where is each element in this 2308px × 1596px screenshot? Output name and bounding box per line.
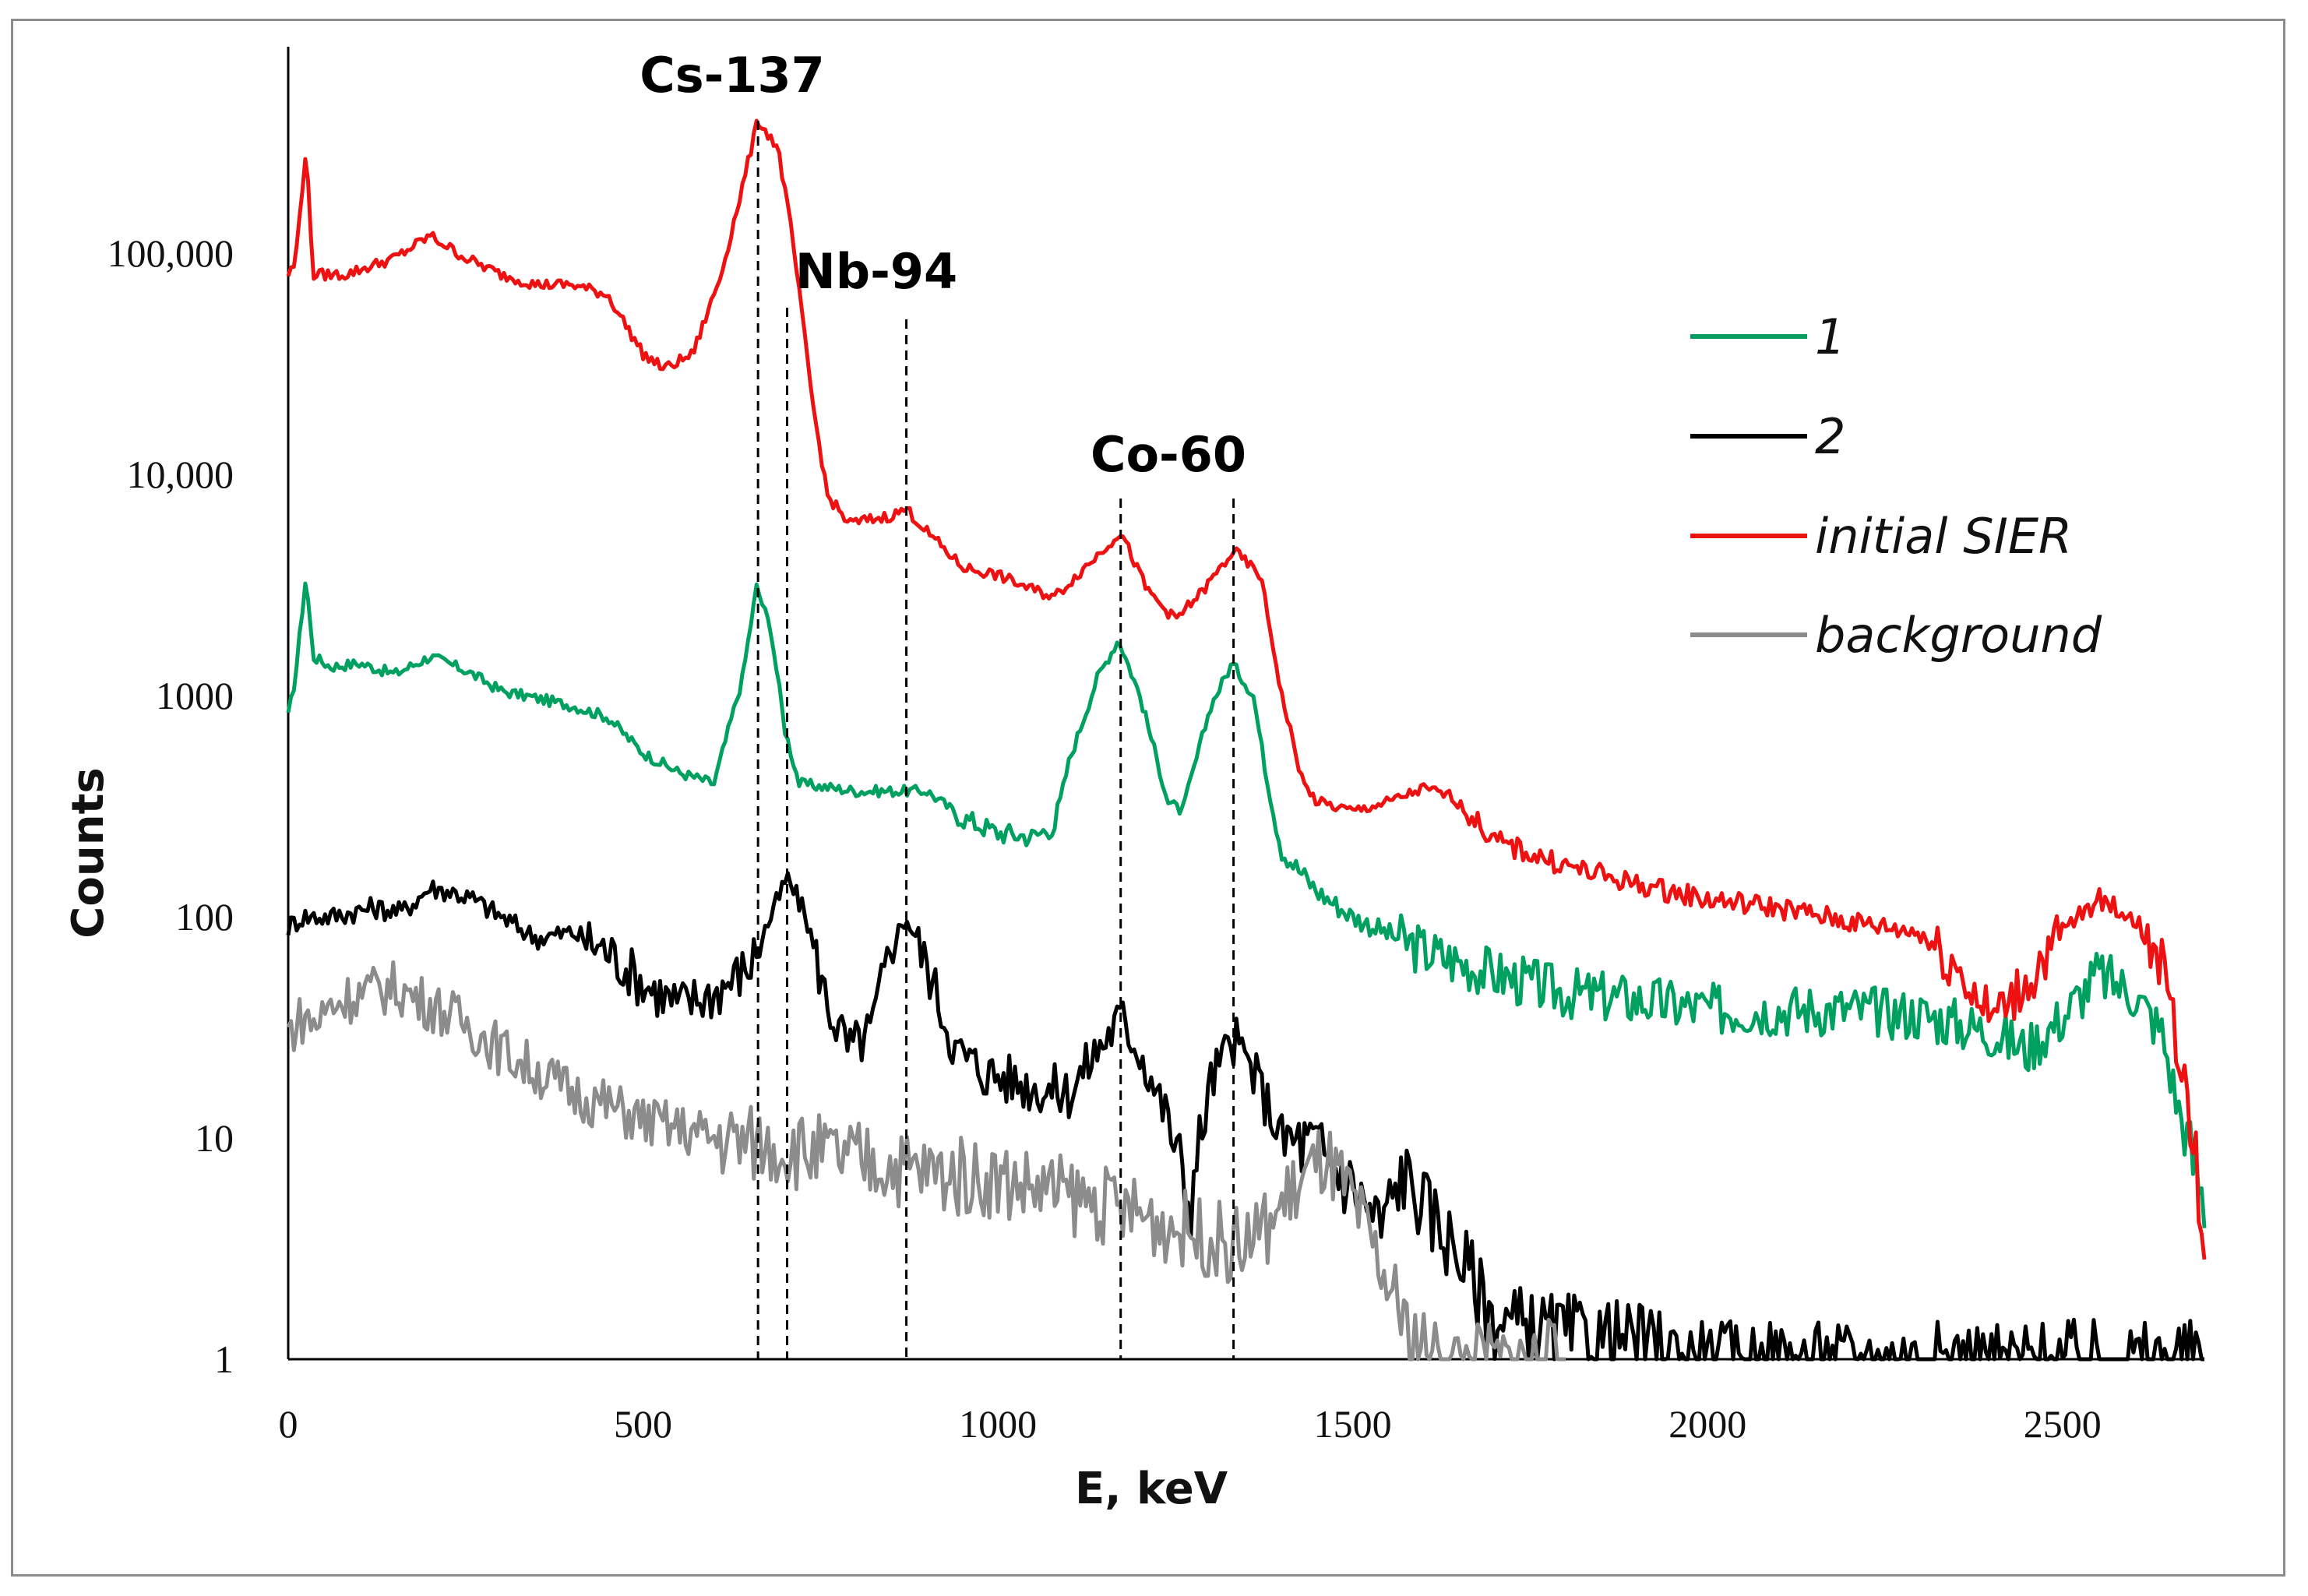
legend-label: 2 xyxy=(1815,408,1845,465)
x-tick-label: 500 xyxy=(614,1402,672,1446)
y-tick-label: 10 xyxy=(195,1116,234,1160)
series-line-1 xyxy=(286,581,2207,1228)
y-tick-label: 100 xyxy=(175,895,234,939)
series-line-background xyxy=(286,960,1566,1362)
x-tick-label: 1000 xyxy=(959,1402,1037,1446)
legend-label: background xyxy=(1815,607,2102,664)
x-tick-label: 2500 xyxy=(2024,1402,2102,1446)
x-tick-labels: 0 500 1000 1500 2000 2500 xyxy=(279,1402,2102,1446)
y-tick-labels: 1 10 100 1000 10,000 100,000 xyxy=(107,231,234,1381)
x-tick-label: 2000 xyxy=(1668,1402,1746,1446)
x-tick-label: 1500 xyxy=(1314,1402,1392,1446)
series-line-2 xyxy=(286,871,2204,1362)
series-lines xyxy=(286,118,2207,1362)
chart-frame xyxy=(11,19,2285,1577)
y-tick-label: 10,000 xyxy=(127,453,234,496)
legend: 1 2 initial SIER background xyxy=(1690,308,2102,664)
series-line-initial-sier xyxy=(286,118,2207,1260)
y-axis-title: Counts xyxy=(63,767,114,938)
x-tick-label: 0 xyxy=(279,1402,298,1446)
peak-label: Cs-137 xyxy=(640,47,825,104)
legend-label: 1 xyxy=(1815,308,1845,365)
y-tick-label: 1000 xyxy=(156,674,234,717)
legend-label: initial SIER xyxy=(1815,508,2072,565)
x-axis-title: E, keV xyxy=(1075,1464,1228,1514)
y-tick-label: 1 xyxy=(214,1337,234,1381)
peak-annotations: Cs-137 Nb-94 Co-60 xyxy=(640,47,1246,1359)
peak-label: Co-60 xyxy=(1091,426,1246,483)
y-tick-label: 100,000 xyxy=(107,231,234,275)
peak-label: Nb-94 xyxy=(795,243,957,300)
